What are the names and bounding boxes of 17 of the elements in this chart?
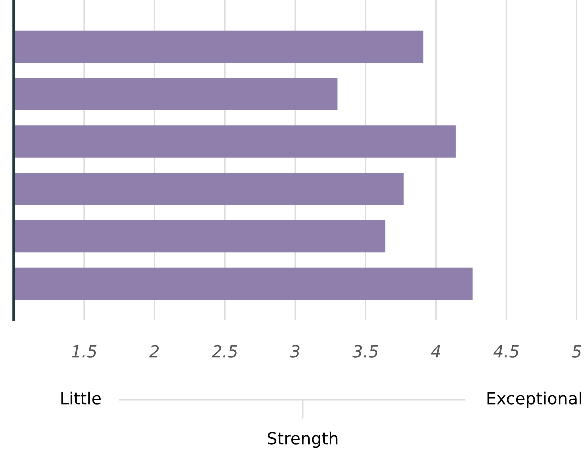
- bar: [14, 78, 338, 110]
- bar: [14, 126, 456, 158]
- bar: [14, 220, 386, 253]
- x-tick-label: 4: [431, 346, 440, 358]
- x-tick-label: 3.5: [352, 345, 378, 358]
- x-tick-label: 2.5: [212, 345, 238, 358]
- bar: [14, 173, 404, 206]
- x-tick-label: 2: [150, 345, 160, 358]
- bar: [14, 268, 473, 300]
- x-tick-label: 4.5: [494, 346, 519, 358]
- x-axis-title: Strength: [268, 432, 338, 448]
- text: Exceptional: [488, 392, 582, 408]
- x-tick-label: 5: [572, 346, 582, 358]
- bar: [14, 30, 424, 64]
- x-tick-label: 3: [290, 345, 300, 358]
- x-tick-label: 1.5: [72, 346, 97, 358]
- text: Little: [62, 392, 101, 405]
